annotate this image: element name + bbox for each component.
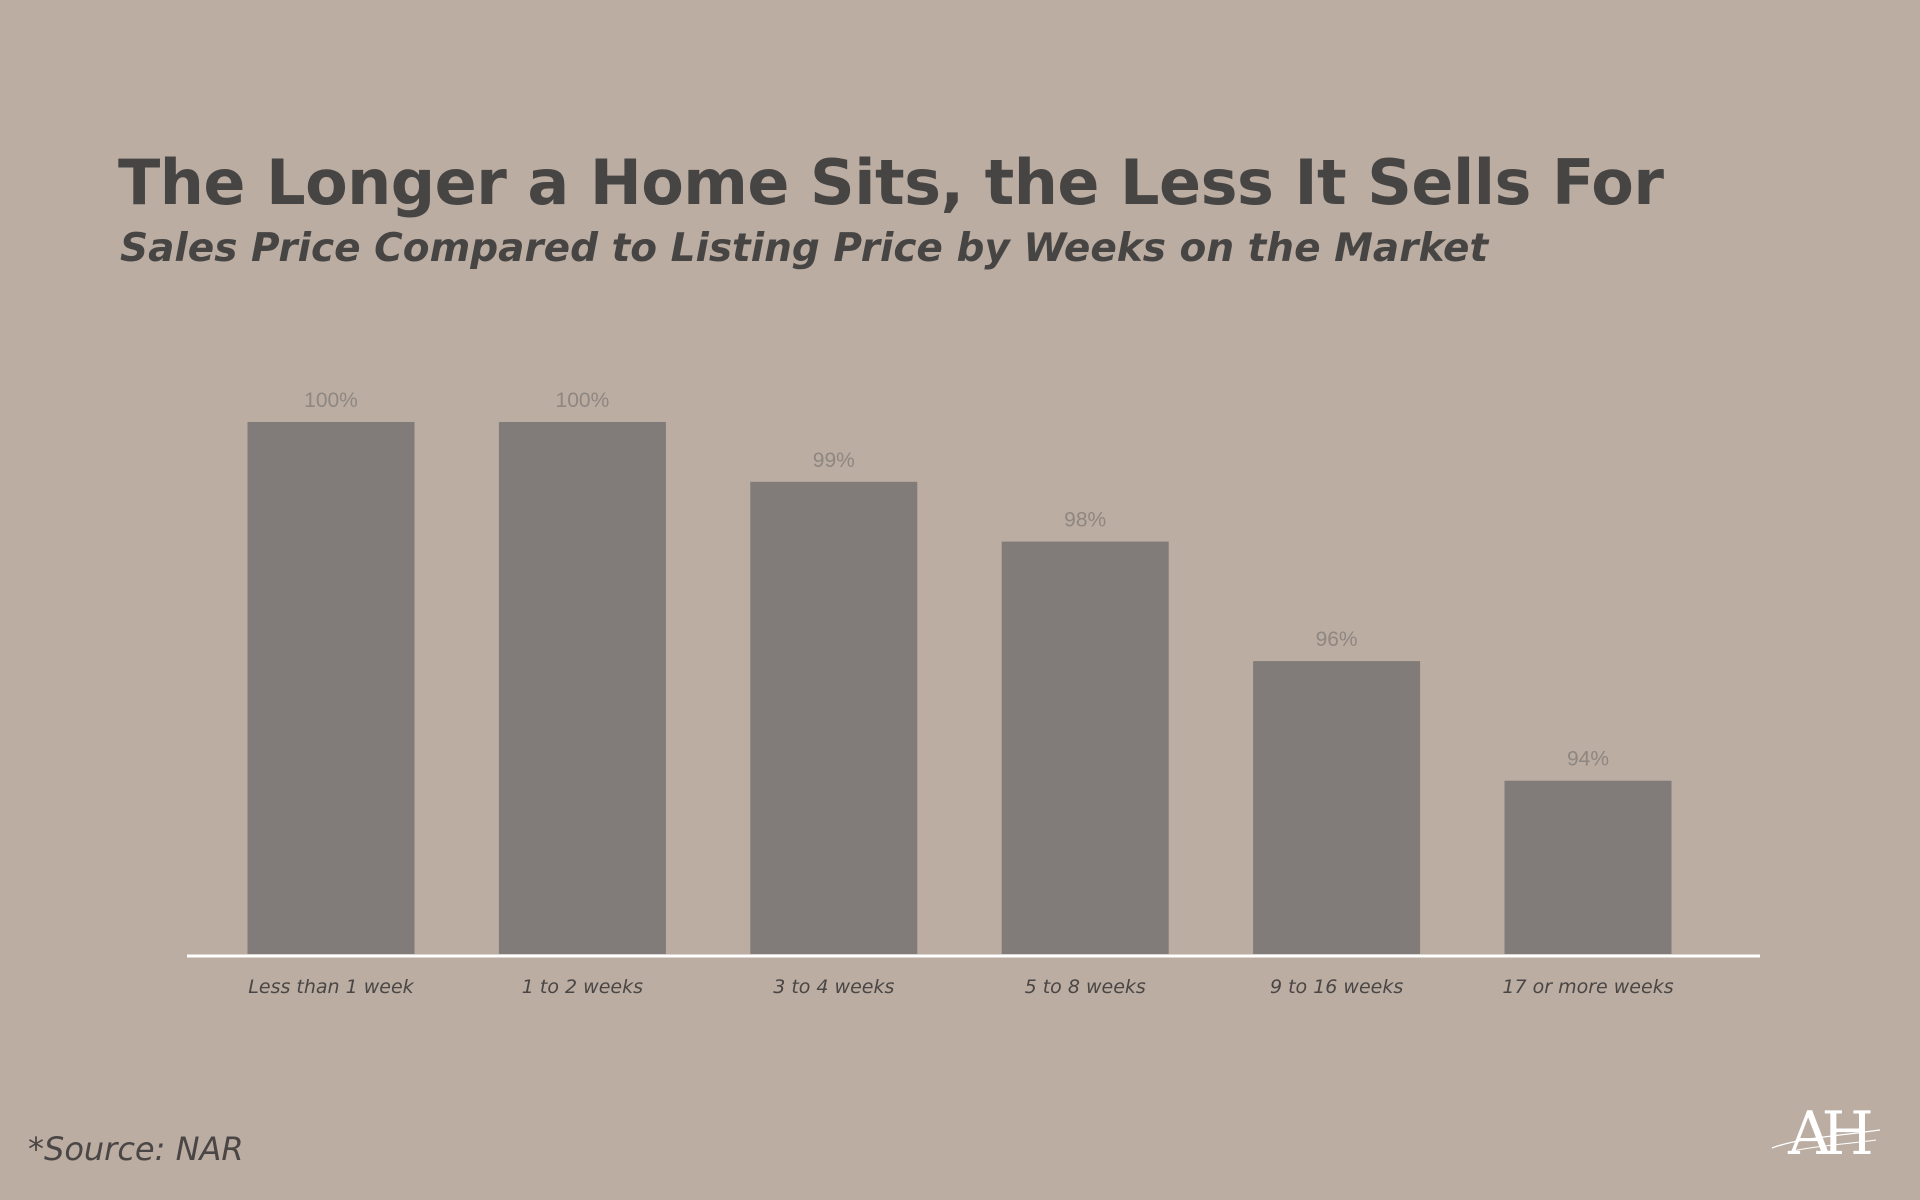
bar-6 (1504, 780, 1672, 954)
value-label-1: 100% (304, 389, 358, 412)
value-label-3: 99% (813, 449, 855, 472)
category-label-4: 5 to 8 weeks (1025, 976, 1146, 998)
bar-2 (498, 422, 666, 954)
source-note: *Source: NAR (28, 1130, 244, 1168)
category-label-2: 1 to 2 weeks (522, 976, 643, 998)
chart-title: The Longer a Home Sits, the Less It Sell… (118, 146, 1664, 219)
bar-5 (1253, 661, 1421, 954)
value-label-2: 100% (556, 389, 610, 412)
category-labels-group: Less than 1 week 1 to 2 weeks 3 to 4 weeks… (248, 976, 1673, 998)
bar-4 (1001, 541, 1169, 954)
value-label-5: 96% (1316, 628, 1358, 651)
bars-group (247, 422, 1672, 954)
svg-text:AH: AH (1787, 1100, 1871, 1162)
category-label-5: 9 to 16 weeks (1270, 976, 1403, 998)
category-label-6: 17 or more weeks (1502, 976, 1673, 998)
bar-1 (247, 422, 415, 954)
bar-3 (750, 481, 918, 954)
value-label-4: 98% (1064, 509, 1106, 532)
value-labels-group: 100% 100% 99% 98% 96% 94% (304, 389, 1609, 771)
category-label-1: Less than 1 week (248, 976, 414, 998)
chart-subtitle: Sales Price Compared to Listing Price by… (120, 226, 1489, 271)
value-label-6: 94% (1567, 748, 1609, 771)
category-label-3: 3 to 4 weeks (773, 976, 894, 998)
ah-monogram-logo: AH (1771, 1100, 1882, 1162)
